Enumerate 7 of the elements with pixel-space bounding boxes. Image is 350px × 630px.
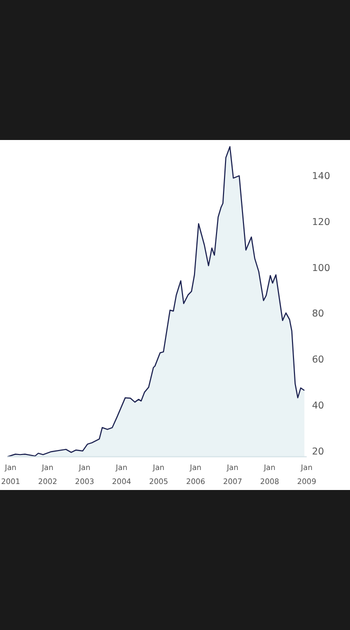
y-tick-label: 20	[312, 446, 324, 458]
y-tick-label: 120	[312, 216, 330, 228]
y-tick-label: 100	[312, 262, 330, 274]
y-tick-label: 40	[312, 400, 324, 412]
y-tick-label: 80	[312, 308, 324, 320]
y-tick-label: 140	[312, 171, 330, 182]
y-tick-label: 60	[312, 354, 324, 366]
